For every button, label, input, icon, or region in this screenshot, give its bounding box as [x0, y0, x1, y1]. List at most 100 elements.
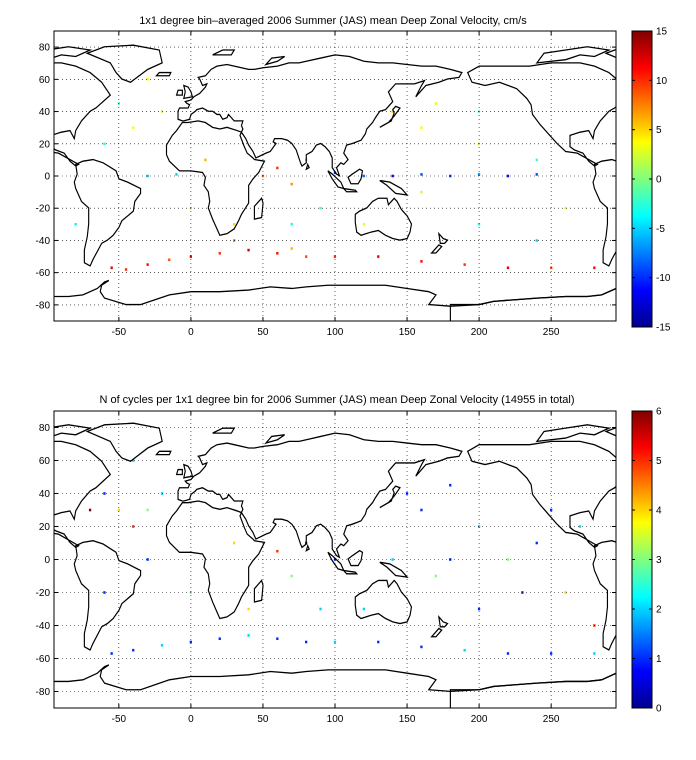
velocity-bin: [168, 258, 171, 262]
cycles-bin: [290, 574, 293, 578]
cycles-bin: [550, 652, 553, 655]
velocity-y-tick-label: 20: [39, 139, 51, 150]
velocity-chart-title: 1x1 degree bin–averaged 2006 Summer (JAS…: [139, 15, 527, 27]
cycles-bin: [477, 607, 481, 611]
cycles-bin: [319, 607, 322, 611]
cycles-colorbar-tick-label: 5: [656, 456, 662, 467]
cycles-bin: [132, 525, 135, 528]
velocity-colorbar-tick-label: 0: [656, 175, 662, 186]
cycles-bin: [377, 640, 380, 644]
cycles-bin: [578, 525, 582, 528]
cycles-bin: [117, 508, 120, 512]
velocity-bin: [276, 252, 279, 255]
velocity-x-tick-label: 150: [399, 327, 416, 338]
velocity-bin: [535, 173, 538, 176]
cycles-bin: [477, 525, 481, 528]
velocity-colorbar: 15 10 5 0 -5 -10 -15: [631, 27, 671, 334]
cycles-bin: [535, 541, 538, 545]
cycles-bin: [189, 640, 192, 644]
cycles-bin: [247, 634, 250, 637]
velocity-bin: [564, 206, 567, 210]
velocity-bin: [434, 102, 437, 105]
velocity-bin: [247, 248, 250, 252]
cycles-bin: [233, 541, 236, 545]
cycles-y-tick-label: -20: [36, 588, 51, 599]
velocity-bin: [420, 126, 423, 129]
cycles-bin: [362, 607, 365, 611]
velocity-colorbar-gradient: [632, 31, 652, 327]
cycles-chart-title: N of cycles per 1x1 degree bin for 2006 …: [99, 394, 574, 406]
cycles-bin: [247, 607, 250, 611]
cycles-y-tick-label: 20: [39, 522, 51, 533]
velocity-bin: [290, 223, 293, 226]
cycles-y-tick-label: -80: [36, 687, 51, 698]
velocity-bin: [420, 190, 423, 194]
cycles-y-tick-label: 0: [44, 555, 50, 566]
cycles-bin: [132, 459, 135, 462]
cycles-y-tick-label: 60: [39, 456, 51, 467]
cycles-bin: [434, 574, 437, 578]
velocity-bin: [391, 110, 394, 113]
velocity-x-tick-label: 200: [471, 327, 488, 338]
velocity-bin: [146, 78, 149, 81]
cycles-y-tick-label: -60: [36, 654, 51, 665]
velocity-bin: [103, 142, 106, 146]
velocity-bin: [146, 174, 149, 178]
velocity-bin: [233, 223, 236, 226]
cycles-bin: [103, 492, 106, 495]
cycles-bin: [276, 637, 279, 640]
cycles-bin: [276, 549, 279, 553]
cycles-bin: [564, 591, 567, 594]
cycles-bin: [160, 644, 164, 647]
cycles-colorbar-tick-label: 6: [656, 407, 662, 418]
velocity-bin: [535, 158, 538, 162]
cycles-colorbar-tick-label: 0: [656, 704, 662, 715]
velocity-bin: [535, 239, 538, 242]
cycles-colorbar-tick-label: 2: [656, 605, 662, 616]
velocity-y-tick-label: 0: [44, 172, 50, 183]
velocity-y-tick-label: -40: [36, 236, 51, 247]
velocity-y-tick-label: 60: [39, 75, 51, 86]
velocity-y-tick-label: -20: [36, 204, 51, 215]
cycles-bin: [305, 640, 308, 644]
cycles-bin: [103, 591, 106, 594]
cycles-bin: [449, 483, 452, 487]
velocity-x-tick-label: 50: [257, 327, 269, 338]
velocity-bin: [276, 166, 279, 170]
cycles-x-tick-label: 150: [399, 714, 416, 725]
cycles-bin: [550, 508, 553, 512]
cycles-x-tick-label: 50: [257, 714, 269, 725]
cycles-x-tick-label: -50: [112, 714, 127, 725]
velocity-bin: [477, 173, 481, 176]
velocity-bin: [377, 255, 380, 258]
cycles-x-tick-label: 250: [543, 714, 560, 725]
velocity-bin: [362, 223, 365, 226]
cycles-bin: [146, 558, 149, 561]
cycles-bin: [506, 652, 510, 655]
velocity-bin: [477, 223, 481, 226]
velocity-colorbar-tick-label: 10: [656, 76, 668, 87]
cycles-bin: [391, 558, 394, 561]
velocity-bin: [204, 158, 207, 162]
velocity-y-tick-label: 40: [39, 107, 51, 118]
cycles-x-tick-label: 200: [471, 714, 488, 725]
velocity-bin: [189, 255, 192, 258]
velocity-colorbar-tick-label: -10: [656, 273, 671, 284]
cycles-y-tick-label: -40: [36, 621, 51, 632]
velocity-bin: [593, 266, 596, 270]
velocity-y-tick-label: -80: [36, 300, 51, 311]
velocity-bin: [506, 266, 510, 270]
velocity-grid: [54, 31, 616, 321]
velocity-bin: [333, 255, 337, 258]
velocity-bin: [110, 266, 113, 270]
velocity-bin: [218, 252, 221, 255]
velocity-bin: [333, 171, 337, 175]
velocity-colorbar-tick-label: 15: [656, 27, 668, 38]
velocity-x-tick-label: 0: [188, 327, 194, 338]
cycles-bin: [463, 648, 466, 652]
velocity-x-tick-label: 100: [327, 327, 344, 338]
velocity-bin: [319, 206, 322, 210]
cycles-bin: [420, 508, 423, 512]
